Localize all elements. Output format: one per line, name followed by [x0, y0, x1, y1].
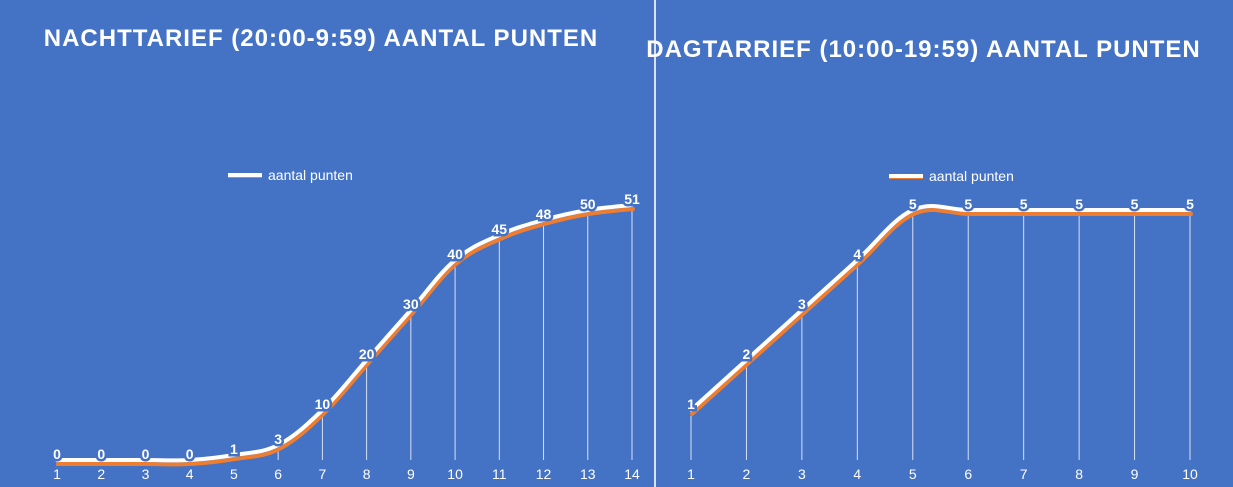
data-label-night-3: 0 [142, 446, 150, 462]
data-label-night-11: 45 [492, 221, 508, 237]
x-tick-label-night-9: 9 [407, 466, 415, 482]
x-tick-label-night-1: 1 [53, 466, 61, 482]
data-label-night-2: 0 [97, 446, 105, 462]
data-label-night-6: 3 [274, 431, 282, 447]
series-shadow-day [690, 208, 1193, 416]
data-label-night-14: 51 [624, 191, 640, 207]
x-tick-label-night-12: 12 [536, 466, 552, 482]
data-label-day-1: 1 [687, 396, 695, 412]
x-tick-label-day-9: 9 [1131, 466, 1139, 482]
data-label-night-4: 0 [186, 446, 194, 462]
x-tick-label-night-14: 14 [624, 466, 640, 482]
x-tick-label-night-13: 13 [580, 466, 596, 482]
x-tick-label-night-4: 4 [186, 466, 194, 482]
x-tick-label-night-2: 2 [97, 466, 105, 482]
legend-label-night: aantal punten [268, 167, 353, 183]
x-tick-label-night-6: 6 [274, 466, 282, 482]
legend-line-swatch [228, 173, 262, 177]
data-label-day-2: 2 [743, 346, 751, 362]
x-tick-label-day-8: 8 [1075, 466, 1083, 482]
data-label-day-4: 4 [853, 246, 861, 262]
series-shadow-night [56, 207, 635, 467]
x-tick-label-night-8: 8 [363, 466, 371, 482]
data-label-night-1: 0 [53, 446, 61, 462]
x-tick-label-day-3: 3 [798, 466, 806, 482]
x-tick-label-night-11: 11 [492, 466, 507, 482]
data-label-night-10: 40 [447, 246, 463, 262]
legend-label-day: aantal punten [929, 168, 1014, 184]
x-tick-label-day-4: 4 [853, 466, 861, 482]
chart-title-day: DAGTARRIEF (10:00-19:59) AANTAL PUNTEN [646, 36, 1201, 63]
x-tick-label-night-10: 10 [447, 466, 463, 482]
legend-line-swatch [889, 174, 923, 178]
data-label-day-5: 5 [909, 196, 917, 212]
data-label-day-8: 5 [1075, 196, 1083, 212]
x-tick-label-day-5: 5 [909, 466, 917, 482]
x-tick-label-day-6: 6 [964, 466, 972, 482]
data-label-night-13: 50 [580, 196, 596, 212]
x-tick-label-day-2: 2 [743, 466, 751, 482]
data-label-day-3: 3 [798, 296, 806, 312]
data-label-night-7: 10 [315, 396, 331, 412]
chart-panel-day: DAGTARRIEF (10:00-19:59) AANTAL PUNTEN a… [646, 0, 1233, 487]
x-tick-label-night-5: 5 [230, 466, 238, 482]
x-tick-label-day-1: 1 [687, 466, 695, 482]
data-label-night-9: 30 [403, 296, 419, 312]
series-line-day [689, 204, 1192, 412]
x-tick-label-night-3: 3 [142, 466, 150, 482]
legend-night: aantal punten [228, 167, 353, 183]
x-tick-label-day-10: 10 [1182, 466, 1198, 482]
data-label-day-9: 5 [1131, 196, 1139, 212]
legend-day: aantal punten [889, 168, 1014, 184]
panel-divider [654, 0, 656, 487]
x-tick-label-day-7: 7 [1020, 466, 1028, 482]
data-label-day-6: 5 [964, 196, 972, 212]
x-tick-label-night-7: 7 [318, 466, 326, 482]
data-label-day-10: 5 [1186, 196, 1194, 212]
data-label-night-12: 48 [536, 206, 552, 222]
data-label-night-8: 20 [359, 346, 375, 362]
data-label-night-5: 1 [230, 441, 238, 457]
series-line-night [55, 203, 634, 463]
data-label-day-7: 5 [1020, 196, 1028, 212]
chart-title-night: NACHTTARIEF (20:00-9:59) AANTAL PUNTEN [43, 25, 599, 52]
